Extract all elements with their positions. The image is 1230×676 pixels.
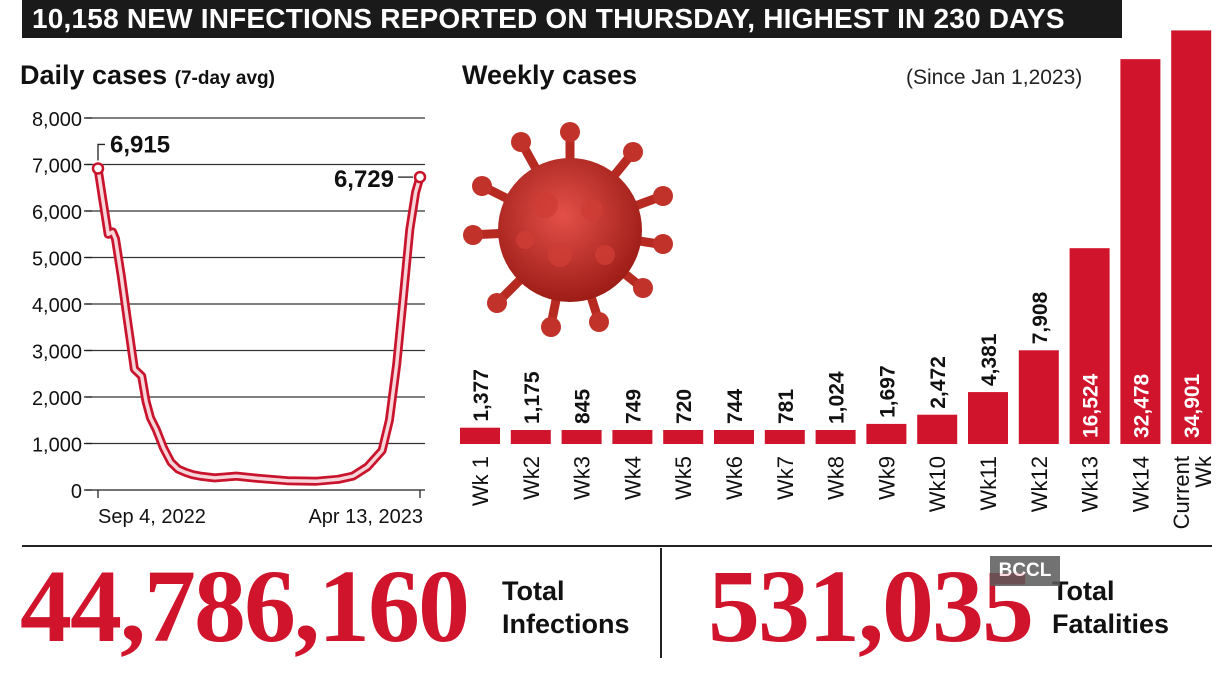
bar-value-label: 744 [724,389,747,424]
bar-value-label: 749 [622,389,645,424]
bar-wk2 [510,430,551,444]
annotation-label-start: 6,915 [110,131,170,158]
bar-wk3 [561,430,602,444]
bar-wk5 [663,430,704,444]
y-tick-label: 1,000 [32,435,82,457]
y-tick-label: 0 [71,481,82,503]
annotations: 6,915 6,729 [91,131,427,193]
bar-value-label: 16,524 [1080,373,1103,438]
annotation-label-end: 6,729 [334,166,394,193]
total-infections-value: 44,786,160 [20,549,470,664]
total-fatalities-label-line1: Total [1052,576,1115,606]
bar-category-label: Wk13 [1078,456,1103,512]
y-tick-label: 2,000 [32,388,82,410]
headline-text: 10,158 NEW INFECTIONS REPORTED ON THURSD… [32,3,1065,34]
y-tick-label: 8,000 [32,109,82,131]
peak-end-marker [413,170,427,184]
y-tick-label: 4,000 [32,295,82,317]
daily-cases-series [93,164,425,486]
x-tick-label-start: Sep 4, 2022 [98,506,206,528]
virus-illustration [463,122,673,337]
bar-value-label: 2,472 [927,356,950,409]
bar-current-wk [1171,30,1212,444]
peak-start-marker [91,162,105,175]
bar-category-label: Wk3 [570,456,595,500]
bar-value-label: 34,901 [1181,373,1204,438]
bar-category-label: Wk6 [722,456,747,500]
bar-category-labels: Wk 1 Wk2 Wk3 Wk4 Wk5 Wk6 Wk7 Wk8 Wk9 Wk10 Wk11 Wk12… [468,455,1216,529]
bar-wk9 [866,423,907,444]
total-infections-label-line2: Infections [502,609,630,639]
bar-value-label: 1,377 [470,369,493,422]
bar-category-label: Wk2 [519,456,544,500]
daily-cases-subtitle: (7-day avg) [174,68,275,89]
bar-category-label: Wk14 [1128,456,1153,512]
bar-wk14 [1120,59,1161,444]
y-tick-label: 5,000 [32,249,82,271]
bar-category-label: Wk7 [773,456,798,500]
daily-cases-title-text: Daily cases [20,60,168,90]
bar-category-label: Wk12 [1027,456,1052,512]
bar-category-label: Wk 1 [468,456,493,506]
bar-wk8 [815,430,856,444]
bar-value-label: 845 [572,389,595,424]
y-tick-label: 6,000 [32,202,82,224]
bar-value-label: 1,697 [876,365,899,418]
bar-wk10 [917,414,958,444]
bar-category-label: Wk9 [874,456,899,500]
bar-wk13 [1069,248,1110,444]
daily-cases-line-outer [93,164,425,486]
weekly-cases-bar-chart: 1,377 1,175 845 749 720 744 781 1,024 1,697 2,472… [460,30,1216,529]
bar-wk11 [968,392,1008,444]
total-fatalities-value: 531,035 [708,549,1034,664]
bar-category-label: Wk [1191,455,1216,488]
bar-value-label: 1,175 [521,371,544,424]
bar-wk4 [612,430,653,444]
bar-category-label: Wk11 [976,456,1001,511]
bar-value-label: 32,478 [1130,373,1153,438]
bar-value-label: 1,024 [826,371,849,424]
annotation-leader [97,143,105,161]
virus-spike-tips [463,122,673,337]
weekly-cases-title: Weekly cases [462,60,638,90]
total-infections-label-line1: Total [502,576,565,606]
y-tick-label: 7,000 [32,156,82,178]
bar-value-label: 7,908 [1029,291,1052,344]
total-fatalities-label: Total Fatalities [1052,575,1169,641]
bccl-watermark: BCCL [990,556,1060,586]
bar-wk6 [714,430,754,444]
total-fatalities-label-line2: Fatalities [1052,609,1170,639]
x-tick-label-end: Apr 13, 2023 [308,506,423,528]
bar-category-label: Wk4 [620,456,645,500]
bars [460,30,1212,444]
bar-value-label: 781 [775,389,798,424]
bottom-separator [22,545,1212,547]
x-axis: Sep 4, 2022 Apr 13, 2023 [86,489,425,528]
y-axis-ticks: 0 1,000 2,000 3,000 4,000 5,000 6,000 7,000 8,00… [32,109,92,503]
daily-cases-line-inner [96,166,422,483]
bar-wk12 [1018,350,1059,444]
bar-wk7 [764,430,805,444]
bar-wk-1 [460,427,500,444]
gridlines [86,117,425,445]
weekly-cases-subtitle: (Since Jan 1,2023) [906,66,1083,89]
bar-value-label: 720 [673,389,696,424]
y-tick-label: 3,000 [32,342,82,364]
daily-cases-title: Daily cases (7-day avg) [20,60,275,91]
headline-banner: 10,158 NEW INFECTIONS REPORTED ON THURSD… [22,0,1122,38]
bar-category-label: Wk8 [824,456,849,500]
total-infections-label: Total Infections [502,575,630,641]
bar-category-label: Wk5 [671,456,696,500]
bar-category-label: Wk10 [925,456,950,512]
bar-category-label: Current [1169,456,1194,529]
totals-separator [660,548,662,658]
daily-cases-line-chart: 0 1,000 2,000 3,000 4,000 5,000 6,000 7,000 8,00… [32,109,427,528]
bar-value-label: 4,381 [978,333,1001,386]
bar-value-labels: 1,377 1,175 845 749 720 744 781 1,024 1,697 2,472… [470,291,1204,438]
